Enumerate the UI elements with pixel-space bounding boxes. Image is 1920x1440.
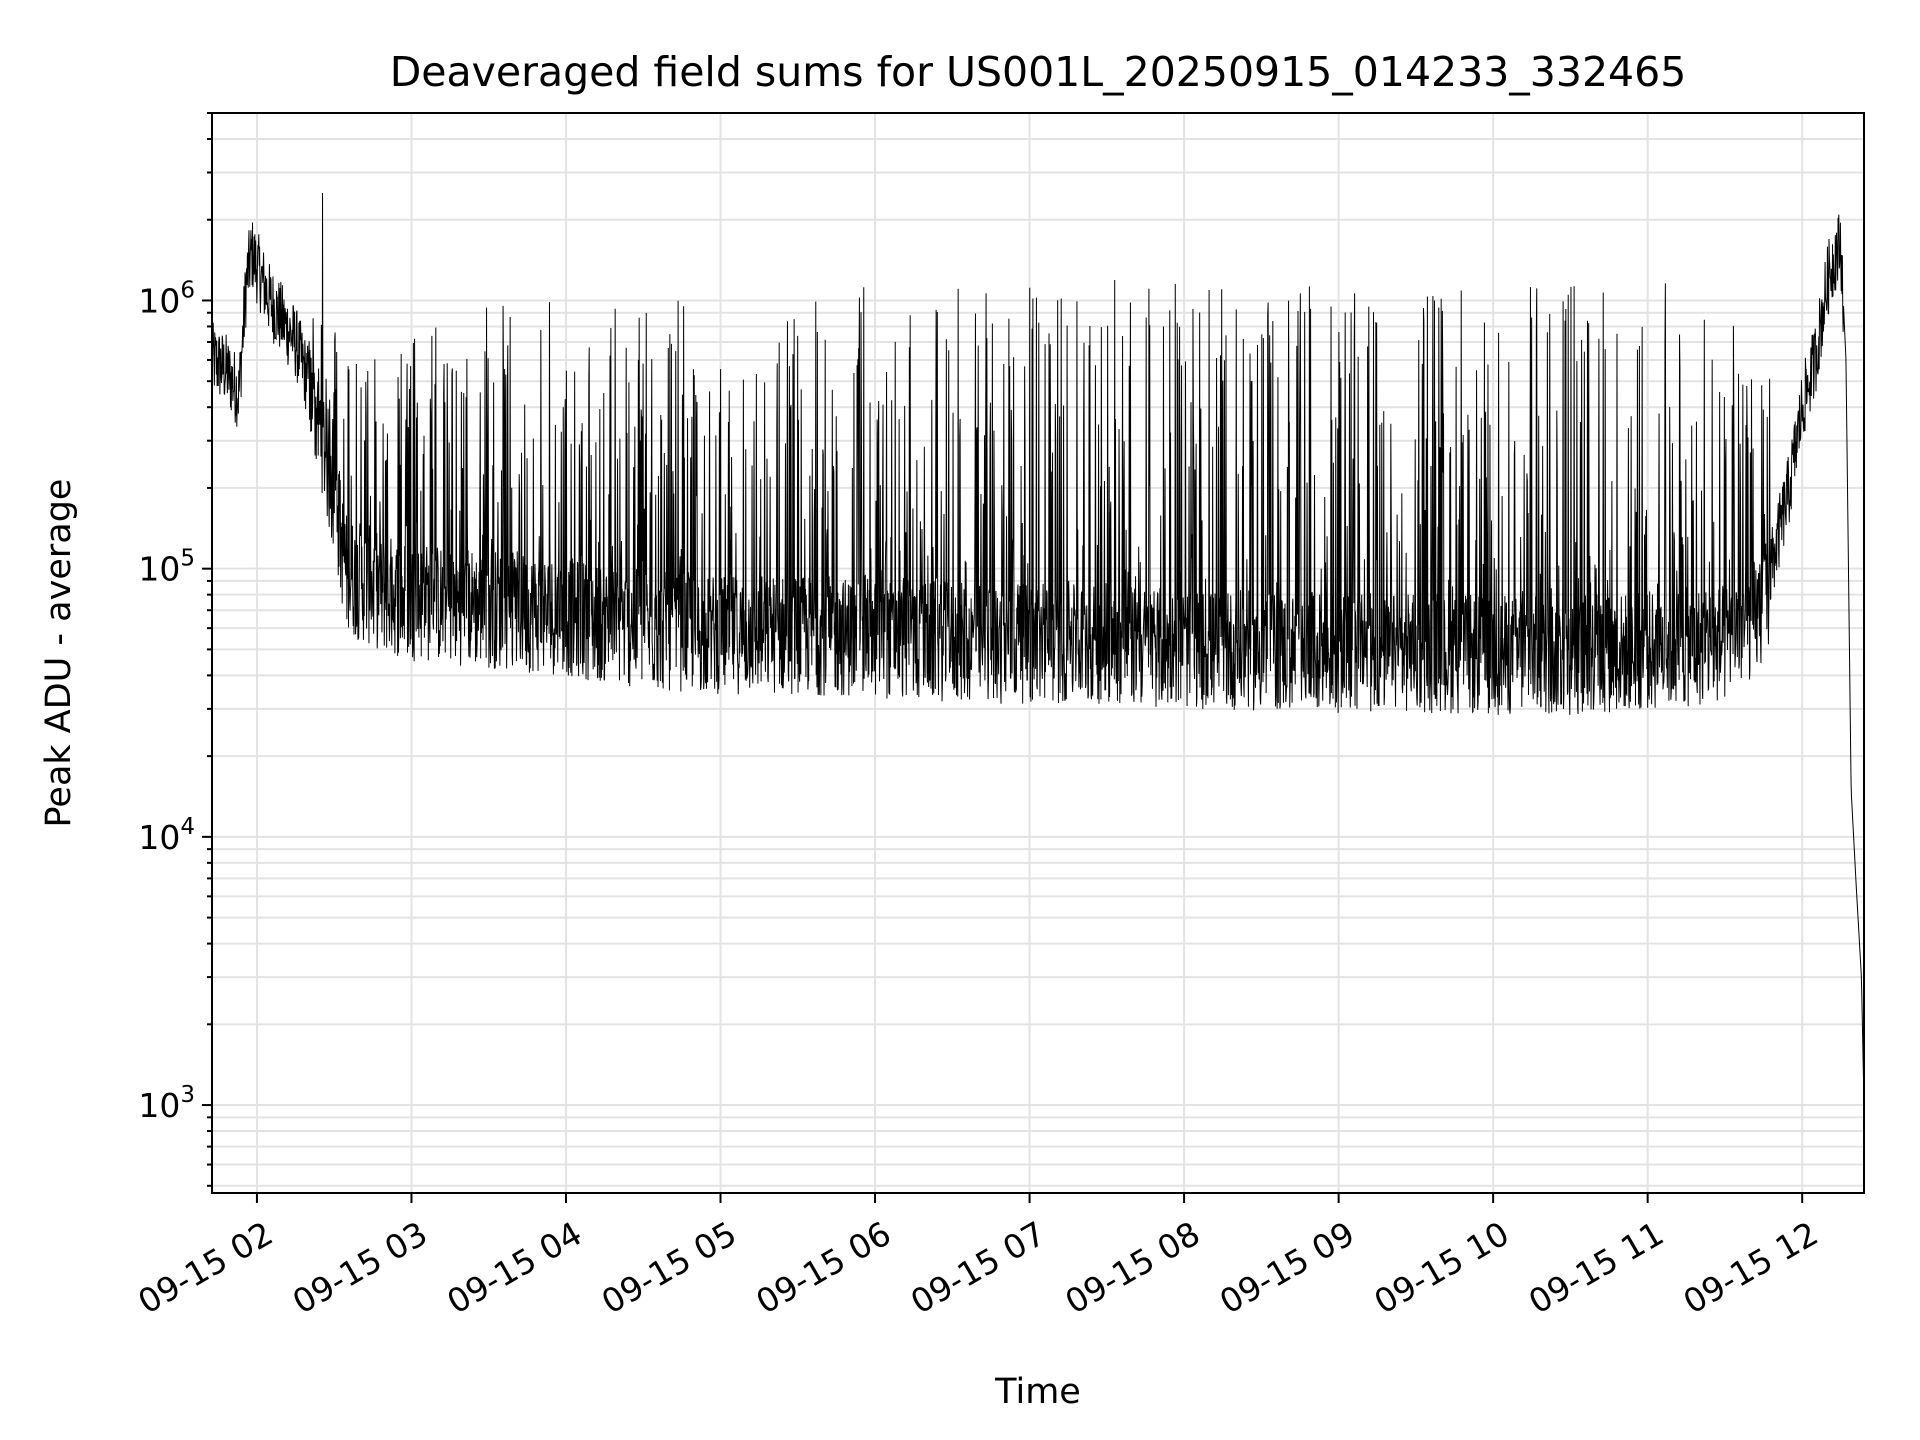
y-tick-label: 106 [138, 277, 195, 320]
x-axis-title: Time [994, 1372, 1081, 1412]
data-series-line [212, 192, 1864, 1106]
y-tick-label: 103 [138, 1082, 195, 1125]
plot-frame [211, 112, 1865, 1194]
plot-area [212, 192, 1864, 1106]
y-tick-label: 104 [138, 814, 195, 857]
y-axis-title: Peak ADU - average [39, 479, 79, 828]
y-tick-label: 105 [138, 546, 195, 589]
chart-title: Deaveraged field sums for US001L_2025091… [390, 48, 1687, 96]
